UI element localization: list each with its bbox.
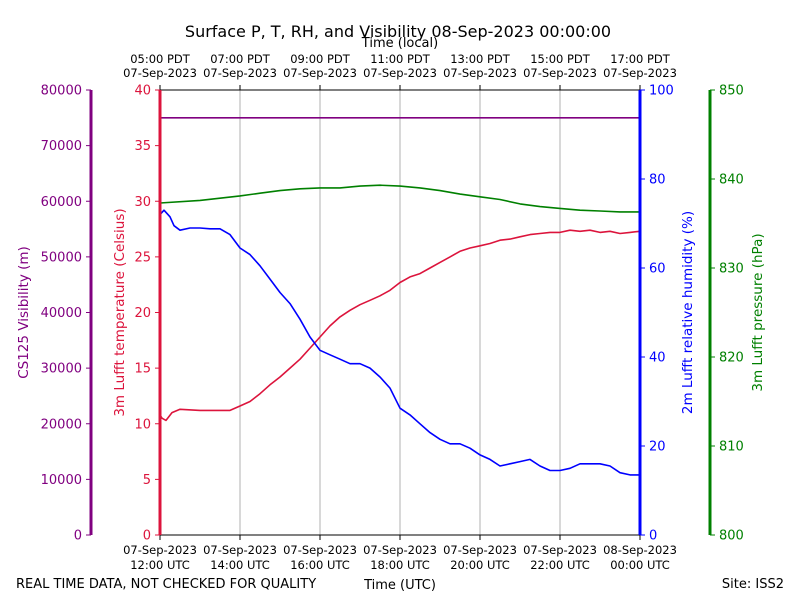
visibility-tick-label: 50000: [41, 250, 82, 265]
humidity-tick-label: 100: [649, 84, 674, 99]
visibility-tick-label: 20000: [41, 417, 82, 432]
x-tick-time-label: 22:00 UTC: [530, 558, 590, 572]
humidity-tick-label: 40: [649, 351, 666, 366]
grid: [239, 90, 561, 535]
series-lines: [159, 117, 641, 476]
pressure-line: [159, 184, 640, 213]
x-tick-time-label: 20:00 UTC: [450, 558, 510, 572]
x-tick-date-label: 07-Sep-2023: [203, 543, 277, 557]
humidity-axis-label: 2m Lufft relative humidity (%): [680, 211, 696, 414]
visibility-tick-label: 70000: [41, 139, 82, 154]
top-x-tick-date-label: 07-Sep-2023: [283, 66, 357, 80]
top-x-tick-date-label: 07-Sep-2023: [523, 66, 597, 80]
top-axis-label: Time (local): [361, 36, 438, 51]
temperature-tick-label: 25: [134, 250, 151, 265]
temperature-tick-label: 40: [134, 84, 151, 99]
x-tick-date-label: 07-Sep-2023: [283, 543, 357, 557]
top-x-tick-time-label: 11:00 PDT: [370, 52, 431, 66]
top-x-tick-date-label: 07-Sep-2023: [603, 66, 677, 80]
pressure-tick-label: 820: [719, 351, 744, 366]
x-tick-date-label: 07-Sep-2023: [363, 543, 437, 557]
x-tick-date-label: 07-Sep-2023: [523, 543, 597, 557]
humidity-tick-label: 20: [649, 440, 666, 455]
quality-note: REAL TIME DATA, NOT CHECKED FOR QUALITY: [16, 577, 316, 592]
visibility-tick-label: 40000: [41, 306, 82, 321]
top-x-tick-date-label: 07-Sep-2023: [363, 66, 437, 80]
visibility-axis-label: CS125 Visibility (m): [16, 246, 32, 379]
top-x-tick-time-label: 07:00 PDT: [210, 52, 271, 66]
humidity-tick-label: 80: [649, 173, 666, 188]
bottom-axis-label: Time (UTC): [363, 578, 436, 593]
pressure-tick-label: 810: [719, 440, 744, 455]
x-tick-date-label: 08-Sep-2023: [603, 543, 677, 557]
x-tick-time-label: 12:00 UTC: [130, 558, 190, 572]
top-x-tick-time-label: 05:00 PDT: [130, 52, 191, 66]
top-x-tick-date-label: 07-Sep-2023: [203, 66, 277, 80]
temperature-tick-label: 10: [134, 417, 151, 432]
top-x-tick-date-label: 07-Sep-2023: [123, 66, 197, 80]
temperature-tick-label: 35: [134, 139, 151, 154]
top-x-tick-time-label: 17:00 PDT: [610, 52, 671, 66]
visibility-tick-label: 80000: [41, 84, 82, 99]
temperature-tick-label: 0: [143, 529, 151, 544]
temperature-tick-label: 5: [143, 473, 151, 488]
x-tick-time-label: 14:00 UTC: [210, 558, 270, 572]
visibility-tick-label: 0: [74, 529, 82, 544]
temperature-tick-label: 20: [134, 306, 151, 321]
temperature-line: [159, 229, 641, 422]
pressure-axis-label: 3m Lufft pressure (hPa): [750, 233, 766, 391]
temperature-tick-label: 15: [134, 362, 151, 377]
site-label: Site: ISS2: [722, 577, 784, 592]
visibility-tick-label: 30000: [41, 362, 82, 377]
x-tick-time-label: 18:00 UTC: [370, 558, 430, 572]
temperature-tick-label: 30: [134, 195, 151, 210]
top-x-tick-time-label: 13:00 PDT: [450, 52, 511, 66]
pressure-tick-label: 850: [719, 84, 744, 99]
temperature-axis-label: 3m Lufft temperature (Celsius): [112, 208, 128, 416]
pressure-tick-label: 830: [719, 262, 744, 277]
top-x-tick-time-label: 09:00 PDT: [290, 52, 351, 66]
x-tick-time-label: 16:00 UTC: [290, 558, 350, 572]
humidity-line: [159, 209, 640, 476]
pressure-tick-label: 840: [719, 173, 744, 188]
visibility-tick-label: 10000: [41, 473, 82, 488]
x-tick-time-label: 00:00 UTC: [610, 558, 670, 572]
pressure-tick-label: 800: [719, 529, 744, 544]
humidity-tick-label: 0: [649, 529, 657, 544]
humidity-tick-label: 60: [649, 262, 666, 277]
visibility-tick-label: 60000: [41, 195, 82, 210]
top-x-tick-date-label: 07-Sep-2023: [443, 66, 517, 80]
chart-title: Surface P, T, RH, and Visibility 08-Sep-…: [185, 22, 611, 41]
x-tick-date-label: 07-Sep-2023: [123, 543, 197, 557]
x-tick-date-label: 07-Sep-2023: [443, 543, 517, 557]
top-x-tick-time-label: 15:00 PDT: [530, 52, 591, 66]
